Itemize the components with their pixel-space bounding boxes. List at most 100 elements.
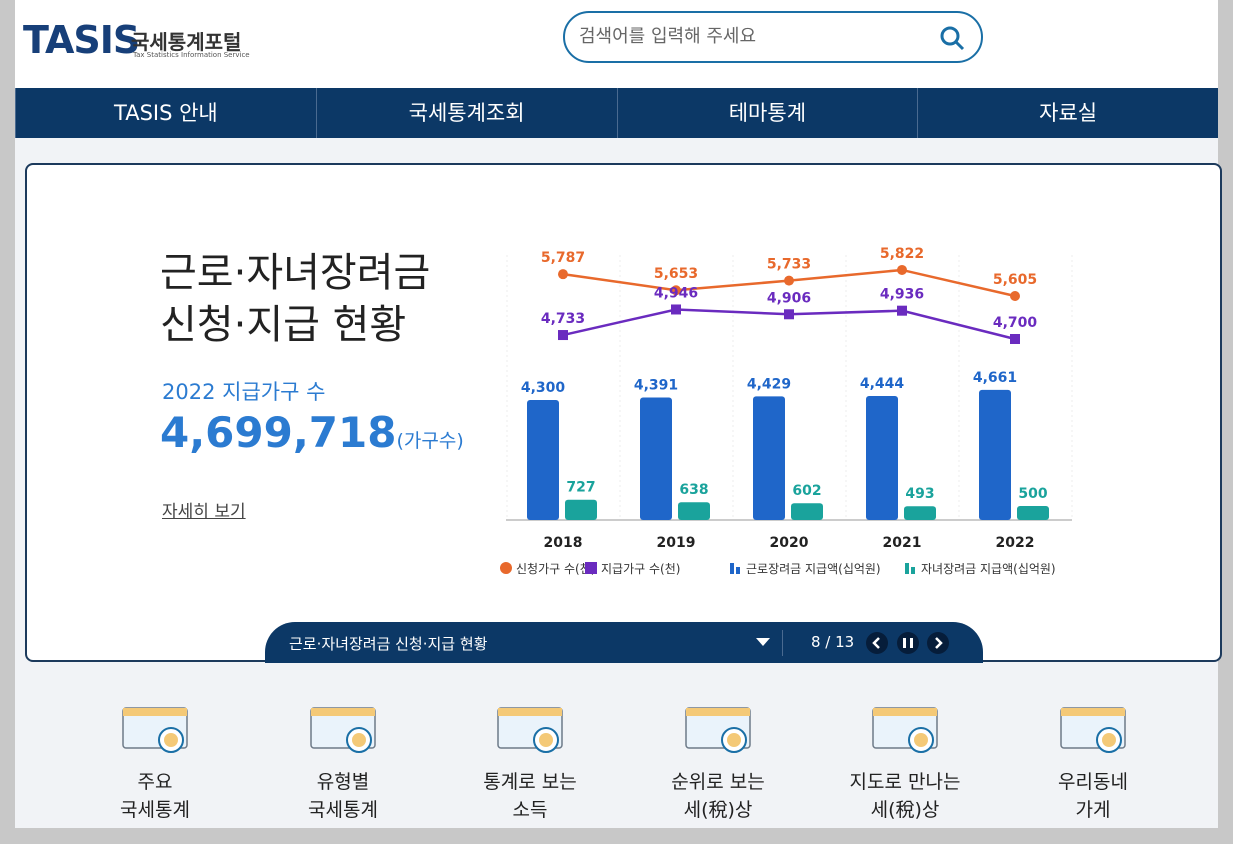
value-label: 5,653 [654,266,698,282]
point [558,269,568,280]
x-tick-label: 2018 [544,535,583,551]
menu-icon[interactable] [115,698,195,758]
menu-label[interactable]: 소득 [512,799,548,821]
slider-controls[interactable] [865,631,955,655]
banner-title: 신청·지급 현황 [160,302,407,348]
bar [565,499,597,520]
menu-label[interactable]: 우리동네 [1058,771,1128,793]
value-label: 638 [679,482,708,498]
bar [678,502,710,520]
x-tick-label: 2021 [883,535,922,551]
value-label: 4,661 [973,370,1017,386]
nav-item[interactable]: 테마통계 [616,88,918,138]
value-label: 727 [566,480,595,496]
bar [640,397,672,520]
legend-swatch [500,562,512,574]
value-label: 493 [905,486,934,502]
point [1010,291,1020,301]
bar [1017,506,1049,520]
point [784,309,794,320]
x-tick-label: 2020 [770,535,809,551]
divider [782,630,783,656]
legend-label: 자녀장려금 지급액(십억원) [921,562,1056,576]
point [897,264,907,275]
stat-number: 4,699,718 [160,408,397,457]
dropdown-icon[interactable] [755,637,771,647]
value-label: 5,733 [767,257,811,273]
legend-label: 근로장려금 지급액(십억원) [746,562,881,576]
slide-counter: 8 / 13 [811,633,855,651]
menu-icon[interactable] [1053,698,1133,758]
value-label: 4,733 [541,311,585,327]
value-label: 4,700 [993,315,1038,331]
more-link[interactable]: 자세히 보기 [162,502,246,522]
banner [25,163,1222,662]
point [558,330,568,341]
menu-label[interactable]: 국세통계 [120,799,190,821]
legend-swatch [585,562,597,574]
value-label: 5,605 [993,272,1037,288]
slider-bar: 근로·자녀장려금 신청·지급 현황 8 / 13 [265,622,983,663]
stat-label: 2022 지급가구 수 [162,380,326,404]
menu-label[interactable]: 국세통계 [308,799,378,821]
menu-label[interactable]: 가게 [1075,799,1111,821]
legend-swatch [911,567,915,574]
point [897,305,907,316]
legend-swatch [905,563,909,574]
value-label: 5,787 [541,250,585,266]
menu-icon[interactable] [678,698,758,758]
search-icon[interactable] [939,25,965,51]
x-tick-label: 2022 [996,535,1035,551]
stat-value: 4,699,718(가구수) [160,408,464,457]
menu-label[interactable]: 지도로 만나는 [849,771,961,793]
chart: 2018 2019 2020 2021 2022 5,787 5,653 5,733 5,822… [500,246,1073,576]
stat-unit: (가구수) [396,430,464,452]
bar [866,395,898,520]
menu-label[interactable]: 순위로 보는 [671,771,765,793]
nav-bar: TASIS 안내 국세통계조회 테마통계 자료실 [15,88,1218,138]
logo-subtitle: Tax Statistics Information Service [133,51,250,59]
menu-icon[interactable] [865,698,945,758]
value-label: 4,429 [747,376,791,392]
legend-label: 지급가구 수(천) [601,561,680,576]
value-label: 500 [1018,486,1047,502]
bar [527,400,559,520]
value-label: 5,822 [880,246,924,262]
point [671,285,681,296]
search-placeholder: 검색어를 입력해 주세요 [579,26,757,47]
nav-item[interactable]: TASIS 안내 [15,88,316,138]
menu-label[interactable]: 주요 [137,771,173,793]
value-label: 602 [792,483,821,499]
value-label: 4,936 [880,287,924,303]
menu-label[interactable]: 세(稅)상 [683,799,753,821]
legend-label: 신청가구 수(천) [516,561,595,576]
search-box[interactable]: 검색어를 입력해 주세요 [563,11,983,63]
value-label: 4,391 [634,377,678,393]
value-label: 4,906 [767,290,811,306]
point [671,304,681,315]
bar [791,503,823,520]
menu-icon[interactable] [490,698,570,758]
banner-title: 근로·자녀장려금 [160,250,431,296]
bar [904,506,936,520]
point [1010,334,1020,344]
slide-caption: 근로·자녀장려금 신청·지급 현황 [289,635,488,653]
bar [979,389,1011,520]
x-tick-label: 2019 [657,535,696,551]
nav-item[interactable]: 국세통계조회 [315,88,617,138]
menu-label[interactable]: 세(稅)상 [870,799,940,821]
menu-label[interactable]: 유형별 [316,771,370,793]
point [784,275,794,286]
menu-icon[interactable] [303,698,383,758]
logo[interactable]: TASIS [23,18,140,62]
legend-swatch [730,563,734,574]
portal-name: 국세통계포털 [131,30,242,54]
value-label: 4,444 [860,376,905,392]
value-label: 4,300 [521,380,566,396]
menu-label[interactable]: 통계로 보는 [483,771,577,793]
value-label: 4,946 [654,285,698,301]
nav-item[interactable]: 자료실 [917,88,1218,138]
legend-swatch [736,567,740,574]
